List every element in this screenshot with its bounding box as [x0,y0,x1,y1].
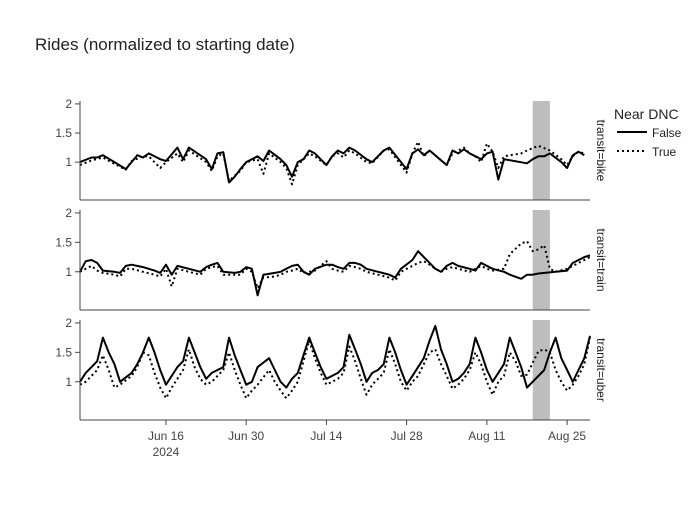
shaded-region [532,101,550,200]
y-tick-label: 2 [65,206,72,220]
shaded-region [532,320,550,420]
x-tick-label: Jun 30 [228,429,264,443]
facet-panel-1: 1 1.5 2 transit=bike [55,97,608,201]
x-tick-label: Aug 25 [548,429,586,443]
y-tick-label: 1 [65,375,72,389]
shaded-region [532,210,550,310]
facet-label: transit=bike [594,120,608,182]
y-tick-label: 1 [65,265,72,279]
y-tick-label: 2 [65,97,72,111]
series-line-false [79,146,585,184]
facet-label: transit=train [594,228,608,291]
x-tick-label: Jul 14 [310,429,342,443]
y-tick-label: 1 [65,155,72,169]
y-tick-label: 1.5 [55,126,72,140]
x-tick-sublabel: 2024 [153,445,180,459]
legend-title: Near DNC [614,106,679,122]
series-line-true [79,140,585,186]
series-line-true [79,240,591,290]
series-line-false [79,250,591,297]
legend-label-false[interactable]: False [652,126,682,140]
facet-panel-2: 1 1.5 2 transit=train [55,206,608,311]
facet-label: transit=uber [594,338,608,402]
x-tick-label: Jun 16 [148,429,184,443]
y-tick-label: 1.5 [55,235,72,249]
chart-title: Rides (normalized to starting date) [35,35,295,54]
y-tick-label: 2 [65,316,72,330]
x-tick-label: Jul 28 [391,429,423,443]
y-tick-label: 1.5 [55,345,72,359]
series-line-false [79,324,591,389]
x-axis: Jun 16 2024 Jun 30 Jul 14 Jul 28 Aug 11 Aug 25 [148,420,586,459]
panels-layer: 1 1.5 2 transit=bike 1 1.5 2 transit=train 1 1.5 2… [55,97,608,421]
facet-panel-3: 1 1.5 2 transit=uber [55,316,608,421]
legend[interactable]: Near DNC False True [614,106,682,159]
legend-label-true[interactable]: True [652,145,677,159]
x-tick-label: Aug 11 [468,429,505,443]
